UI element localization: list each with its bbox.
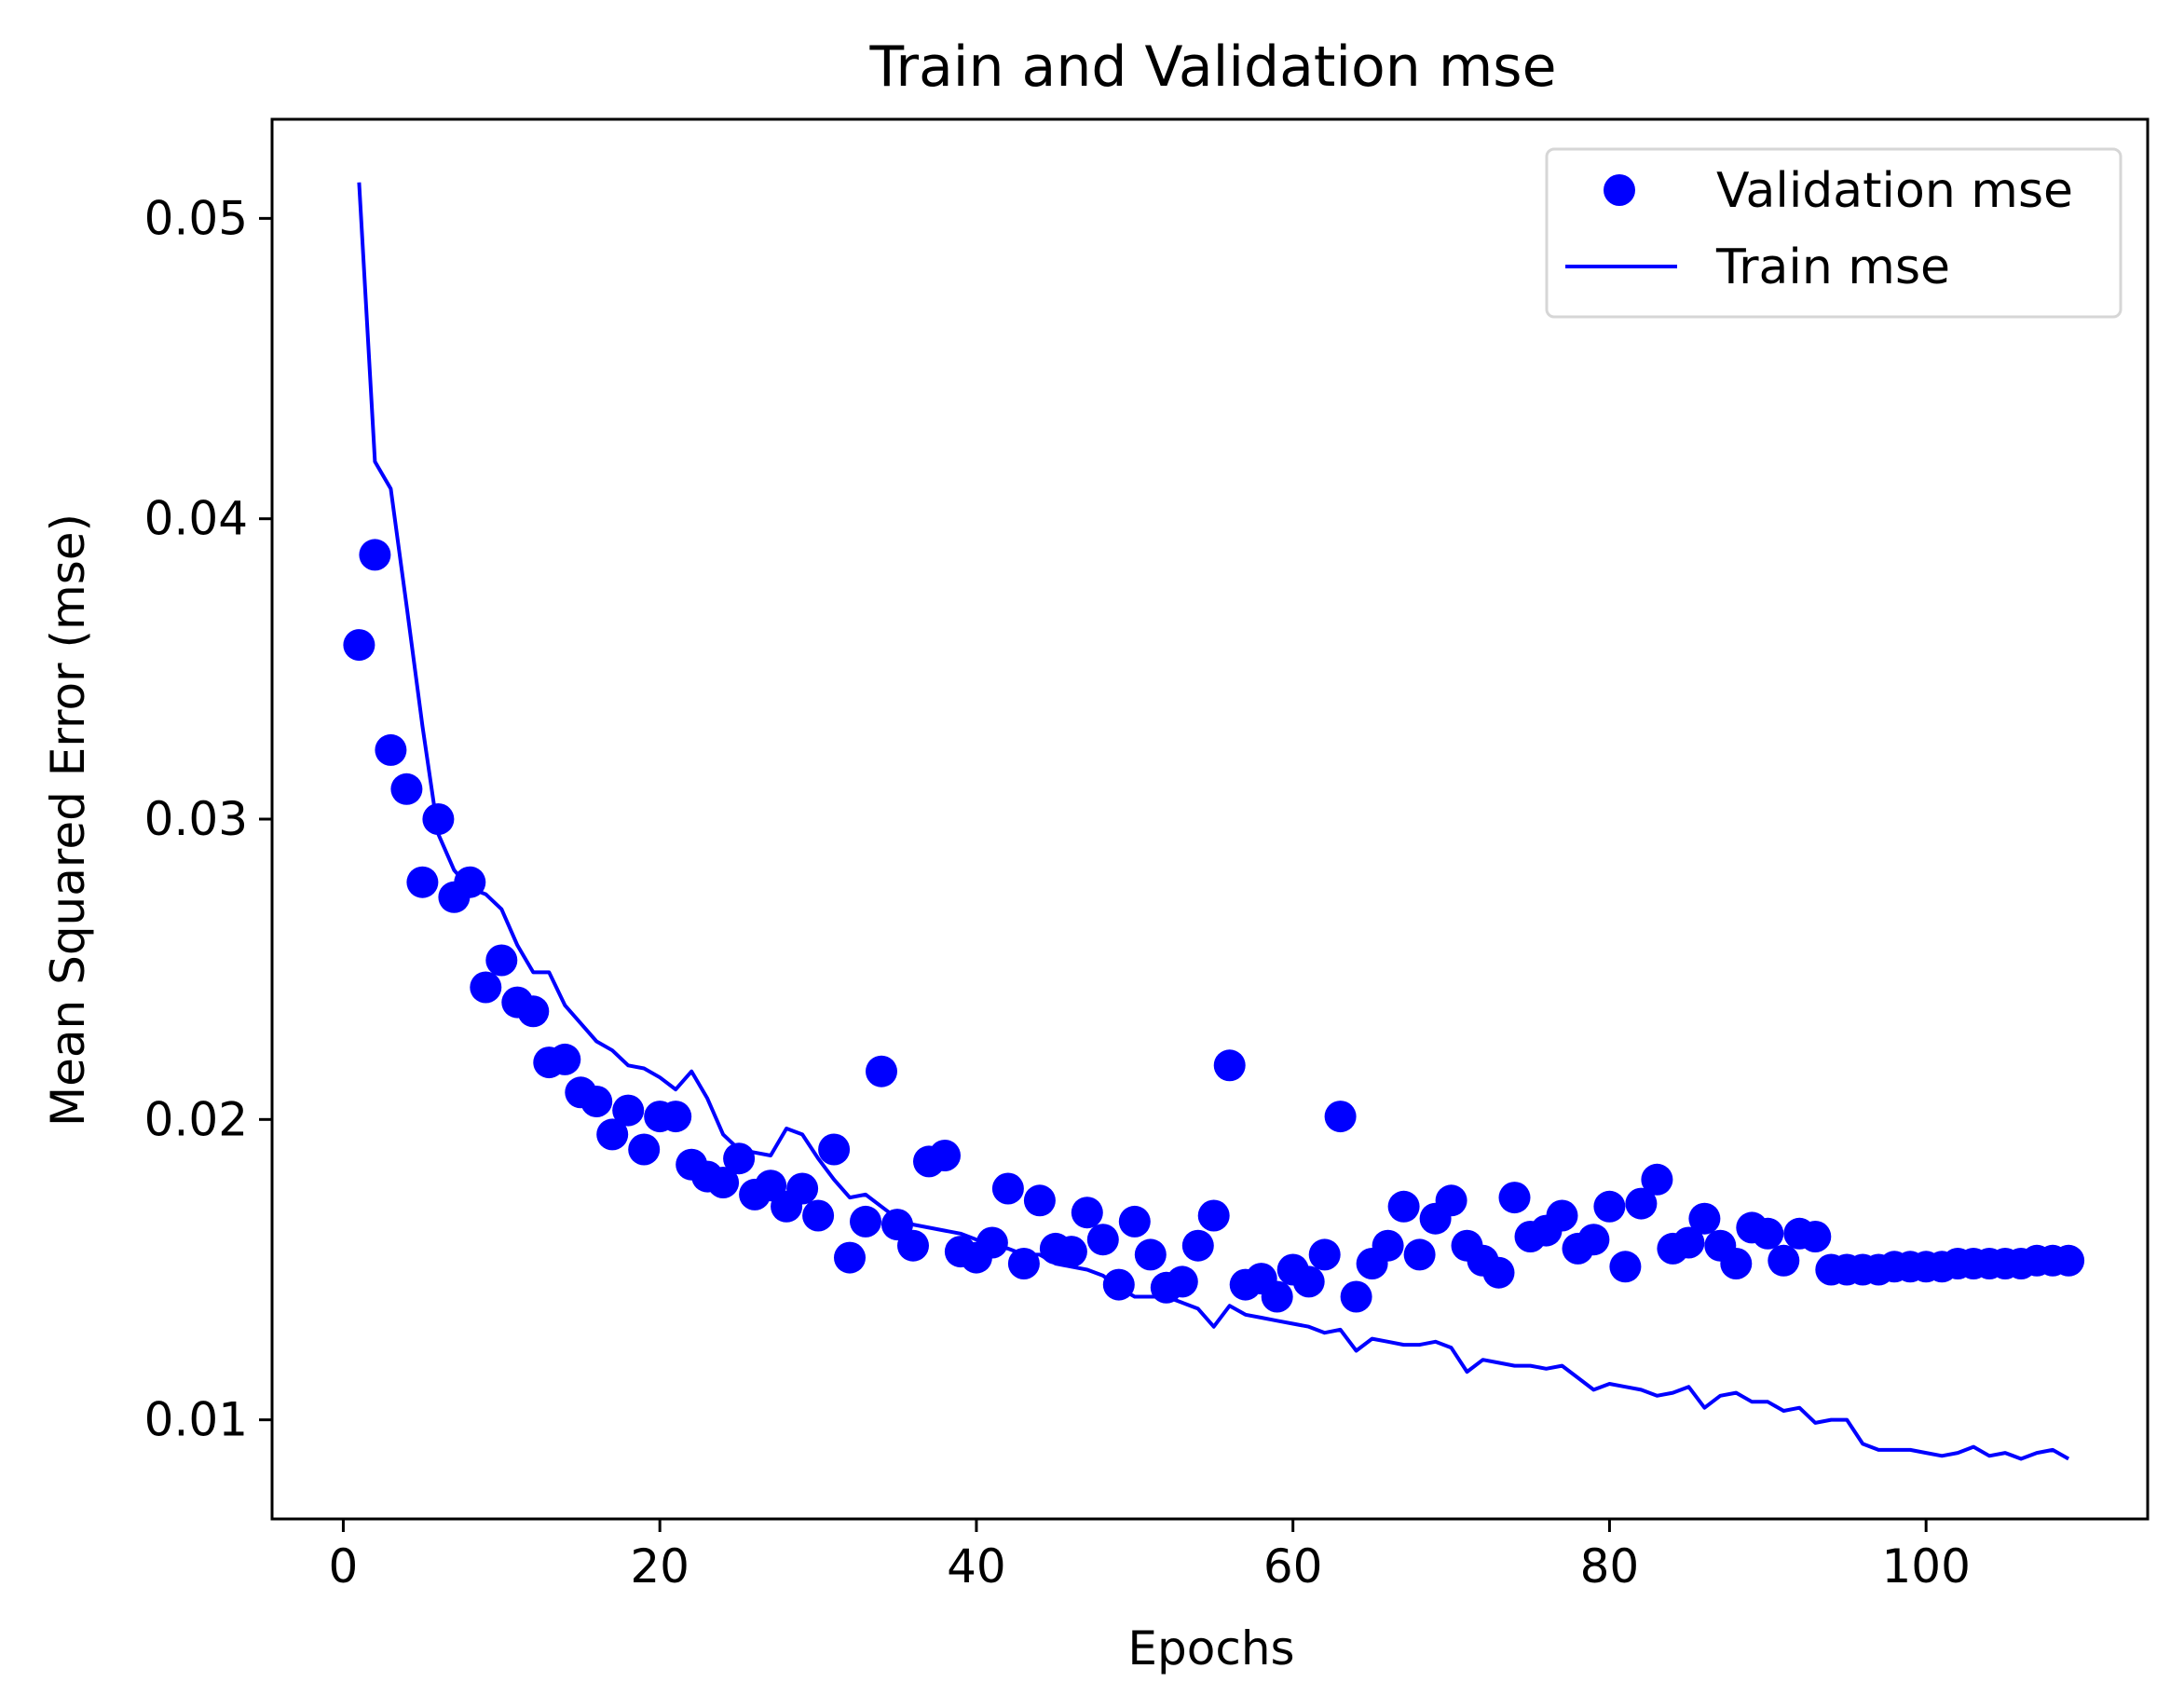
validation-mse-point xyxy=(834,1241,866,1274)
validation-mse-point xyxy=(1213,1049,1246,1082)
validation-mse-point xyxy=(375,733,407,766)
validation-mse-point xyxy=(1023,1184,1056,1217)
validation-mse-point xyxy=(390,773,423,805)
validation-mse-point xyxy=(1752,1217,1784,1250)
x-tick-label: 100 xyxy=(1881,1539,1970,1593)
validation-mse-point xyxy=(1134,1238,1167,1271)
x-axis-label: Epochs xyxy=(1127,1621,1294,1675)
validation-mse-point xyxy=(929,1140,961,1171)
validation-mse-point xyxy=(1118,1205,1151,1238)
validation-mse-point xyxy=(818,1133,851,1166)
validation-mse-point xyxy=(485,944,518,977)
x-tick-label: 0 xyxy=(329,1539,359,1593)
plot-frame xyxy=(270,117,2150,1521)
validation-mse-point xyxy=(786,1172,819,1205)
validation-mse-point xyxy=(1609,1251,1642,1283)
validation-mse-point xyxy=(628,1133,661,1166)
validation-mse-point xyxy=(976,1226,1008,1259)
validation-mse-point xyxy=(1688,1202,1721,1235)
legend-box xyxy=(1545,147,2123,319)
legend-marker-validation xyxy=(1604,174,1635,206)
y-axis-label: Mean Squared Error (mse) xyxy=(41,513,95,1127)
chart-title: Train and Validation mse xyxy=(869,34,1557,100)
y-tick-label: 0.05 xyxy=(144,191,248,245)
validation-mse-point xyxy=(1768,1244,1800,1277)
validation-mse-point xyxy=(612,1094,645,1127)
validation-mse-point xyxy=(580,1086,613,1117)
legend-label-train: Train mse xyxy=(1715,239,1950,295)
validation-mse-point xyxy=(660,1101,692,1133)
validation-mse-point xyxy=(1546,1199,1578,1232)
validation-mse-point xyxy=(897,1229,929,1262)
validation-mse-point xyxy=(1086,1224,1119,1256)
validation-mse-point xyxy=(1498,1182,1531,1214)
validation-mse-point xyxy=(517,995,550,1028)
validation-mse-point xyxy=(1387,1190,1420,1223)
y-axis-ticks: 0.01 0.02 0.03 0.04 0.05 xyxy=(144,191,272,1447)
legend: Validation mse Train mse xyxy=(1545,147,2123,319)
x-tick-label: 60 xyxy=(1263,1539,1323,1593)
validation-mse-point xyxy=(1292,1265,1325,1298)
validation-mse-point xyxy=(454,866,486,898)
validation-mse-point xyxy=(1625,1187,1658,1220)
y-tick-label: 0.01 xyxy=(144,1393,248,1447)
validation-mse-point xyxy=(850,1205,881,1238)
validation-mse-point xyxy=(1308,1238,1341,1271)
validation-mse-point xyxy=(1372,1229,1404,1262)
validation-mse-point xyxy=(1593,1190,1626,1223)
y-tick-label: 0.02 xyxy=(144,1092,248,1146)
validation-mse-point xyxy=(1340,1280,1372,1313)
plot-area xyxy=(343,182,2085,1461)
validation-mse-point xyxy=(2053,1244,2085,1277)
validation-mse-point xyxy=(549,1043,581,1075)
x-tick-label: 80 xyxy=(1580,1539,1640,1593)
validation-mse-point xyxy=(1181,1229,1214,1262)
validation-mse-point xyxy=(596,1118,629,1151)
validation-mse-point xyxy=(1720,1248,1753,1279)
validation-mse-point xyxy=(1577,1224,1610,1256)
validation-mse-point xyxy=(1672,1226,1705,1259)
validation-mse-point xyxy=(422,803,455,835)
validation-mse-point xyxy=(359,539,391,571)
x-tick-label: 40 xyxy=(947,1539,1006,1593)
validation-mse-point xyxy=(1482,1256,1515,1289)
validation-mse-point xyxy=(1799,1221,1832,1252)
validation-mse-point xyxy=(1055,1236,1087,1268)
validation-mse-point xyxy=(707,1167,740,1198)
validation-mse-point xyxy=(406,866,439,898)
train-mse-line xyxy=(357,182,2070,1461)
validation-mse-point xyxy=(802,1199,835,1232)
validation-mse-point xyxy=(1403,1238,1436,1271)
validation-mse-point xyxy=(470,971,502,1004)
validation-mse-point xyxy=(723,1142,756,1175)
x-tick-label: 20 xyxy=(630,1539,689,1593)
validation-mse-point xyxy=(1071,1197,1103,1229)
validation-mse-point xyxy=(1324,1101,1357,1133)
validation-mse-point xyxy=(1641,1163,1673,1196)
validation-mse-point xyxy=(1166,1265,1198,1298)
validation-mse-point xyxy=(866,1055,897,1087)
y-tick-label: 0.03 xyxy=(144,792,248,846)
validation-mse-point xyxy=(343,629,375,662)
validation-mse-point xyxy=(991,1172,1024,1205)
validation-mse-point xyxy=(1007,1248,1040,1279)
legend-label-validation: Validation mse xyxy=(1716,163,2073,219)
y-tick-label: 0.04 xyxy=(144,492,248,546)
x-axis-ticks: 0 20 40 60 80 100 xyxy=(329,1519,1971,1593)
validation-mse-point xyxy=(1197,1199,1230,1232)
validation-mse-point xyxy=(1435,1184,1467,1217)
validation-mse-point xyxy=(1261,1280,1293,1313)
validation-mse-point xyxy=(1102,1268,1135,1301)
